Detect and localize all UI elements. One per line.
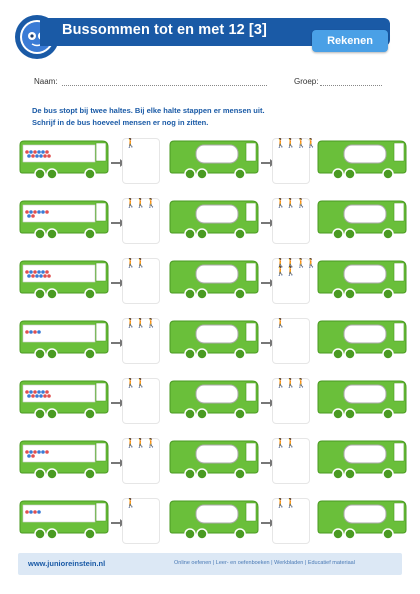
start-bus <box>18 317 110 361</box>
stop-box <box>122 378 160 424</box>
stop-box <box>122 438 160 484</box>
passengers-off-icon: 🚶🚶🚶🚶 <box>275 138 317 148</box>
name-label: Naam: <box>34 77 58 86</box>
answer-bus[interactable] <box>316 437 408 481</box>
exercise-row: 🚶🚶🚶 🚶🚶🚶 <box>18 197 407 244</box>
answer-bus[interactable] <box>168 137 260 181</box>
footer-links[interactable]: Online oefenen | Leer- en oefenboeken | … <box>174 560 355 566</box>
answer-bus[interactable] <box>168 317 260 361</box>
stop-box <box>272 138 310 184</box>
passengers-off-icon: 🚶 <box>125 498 136 508</box>
answer-bus[interactable] <box>168 377 260 421</box>
instruction-line-1: De bus stopt bij twee haltes. Bij elke h… <box>32 106 265 115</box>
stop-box <box>272 198 310 244</box>
answer-bus[interactable] <box>316 317 408 361</box>
arrow-icon <box>261 514 275 527</box>
name-field[interactable] <box>62 85 267 86</box>
answer-bus[interactable] <box>316 137 408 181</box>
arrow-icon <box>111 274 125 287</box>
page-title: Bussommen tot en met 12 [3] <box>62 22 267 38</box>
stop-box <box>272 378 310 424</box>
stop-box <box>122 258 160 304</box>
footer-url[interactable]: www.junioreinstein.nl <box>28 559 106 568</box>
answer-bus[interactable] <box>316 197 408 241</box>
passengers-off-icon: 🚶🚶 <box>275 438 296 448</box>
answer-bus[interactable] <box>168 197 260 241</box>
group-label: Groep: <box>294 77 319 86</box>
arrow-icon <box>261 274 275 287</box>
exercise-row: 🚶🚶 🚶🚶🚶🚶 🚶🚶 <box>18 257 407 304</box>
start-bus <box>18 497 110 541</box>
passengers-off-icon: 🚶🚶🚶 <box>275 198 307 208</box>
arrow-icon <box>111 514 125 527</box>
answer-bus[interactable] <box>316 257 408 301</box>
exercise-row: 🚶 🚶🚶 <box>18 497 407 544</box>
passengers-off-icon: 🚶🚶🚶 <box>125 318 157 328</box>
start-bus <box>18 137 110 181</box>
arrow-icon <box>111 334 125 347</box>
stop-box <box>122 198 160 244</box>
arrow-icon <box>261 214 275 227</box>
arrow-icon <box>111 154 125 167</box>
passengers-off-icon: 🚶 <box>125 138 136 148</box>
arrow-icon <box>261 154 275 167</box>
passengers-off-icon: 🚶🚶🚶🚶 🚶🚶 <box>275 258 317 276</box>
passengers-off-icon: 🚶 <box>275 318 286 328</box>
arrow-icon <box>261 394 275 407</box>
answer-bus[interactable] <box>168 437 260 481</box>
exercise-row: 🚶🚶🚶 🚶 <box>18 317 407 364</box>
passengers-off-icon: 🚶🚶 <box>125 258 146 268</box>
stop-box <box>122 138 160 184</box>
answer-bus[interactable] <box>316 497 408 541</box>
answer-bus[interactable] <box>168 497 260 541</box>
answer-bus[interactable] <box>168 257 260 301</box>
arrow-icon <box>111 394 125 407</box>
footer-bar <box>18 553 402 575</box>
exercise-row: 🚶🚶🚶🚶🚶 <box>18 137 407 184</box>
start-bus <box>18 377 110 421</box>
arrow-icon <box>261 334 275 347</box>
instruction-line-2: Schrijf in de bus hoeveel mensen er nog … <box>32 118 209 127</box>
answer-bus[interactable] <box>316 377 408 421</box>
exercise-row: 🚶🚶🚶🚶🚶 <box>18 377 407 424</box>
subject-badge: Rekenen <box>312 30 388 52</box>
exercise-row: 🚶🚶🚶🚶🚶 <box>18 437 407 484</box>
passengers-off-icon: 🚶🚶 <box>125 378 146 388</box>
passengers-off-icon: 🚶🚶🚶 <box>125 438 157 448</box>
stop-box <box>272 258 310 304</box>
arrow-icon <box>111 454 125 467</box>
passengers-off-icon: 🚶🚶 <box>275 498 296 508</box>
stop-box <box>122 498 160 544</box>
stop-box <box>272 318 310 364</box>
stop-box <box>122 318 160 364</box>
arrow-icon <box>261 454 275 467</box>
passengers-off-icon: 🚶🚶🚶 <box>125 198 157 208</box>
start-bus <box>18 437 110 481</box>
stop-box <box>272 438 310 484</box>
start-bus <box>18 197 110 241</box>
passengers-off-icon: 🚶🚶🚶 <box>275 378 307 388</box>
stop-box <box>272 498 310 544</box>
arrow-icon <box>111 214 125 227</box>
group-field[interactable] <box>320 85 382 86</box>
start-bus <box>18 257 110 301</box>
